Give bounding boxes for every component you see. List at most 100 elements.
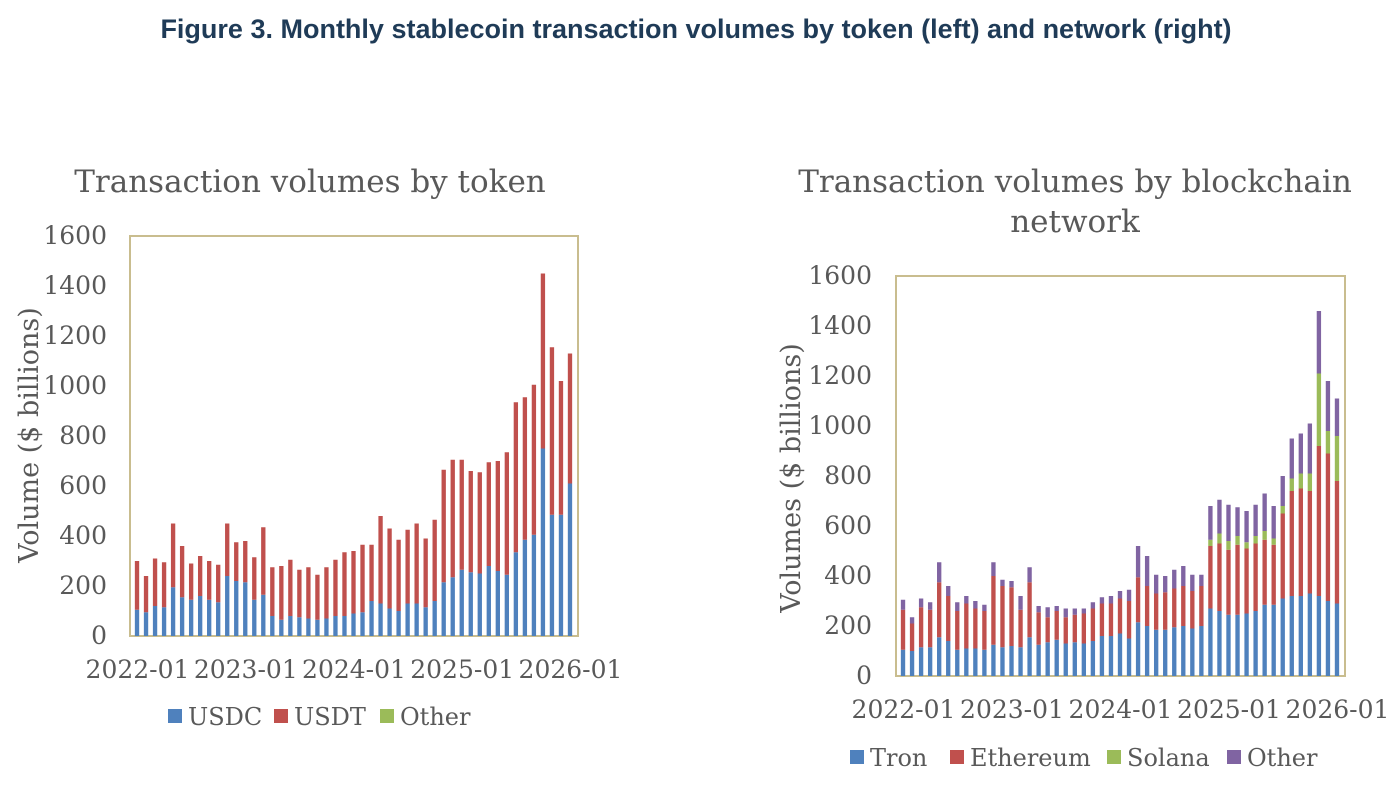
right-y-tick-label: 1200: [808, 361, 872, 390]
right-bar-other-2023-04: [1036, 606, 1041, 613]
left-bar-usdt-2022-05: [170, 523, 176, 588]
right-bars: [900, 311, 1340, 676]
left-bar-usdc-2025-05: [495, 571, 500, 636]
right-legend-label-other: Other: [1247, 744, 1318, 772]
right-bar-tron-2023-06: [1054, 639, 1059, 676]
right-bar-tron-2024-06: [1163, 629, 1168, 676]
left-bar-usdt-2023-01: [243, 541, 248, 583]
left-bar-usdt-2024-12: [450, 459, 455, 578]
left-bar-usdt-2023-09: [315, 574, 320, 620]
left-bar-usdt-2025-08: [522, 397, 528, 540]
right-x-tick-label: 2025-01: [1177, 695, 1281, 724]
right-bar-ethereum-2022-12: [1000, 586, 1005, 648]
right-bar-other-2022-12: [1000, 579, 1005, 586]
left-legend: USDC USDT Other: [168, 703, 471, 731]
right-bar-tron-2023-02: [1018, 647, 1023, 676]
right-bar-solana-2025-09: [1298, 473, 1303, 489]
left-bar-usdc-2023-12: [342, 616, 347, 636]
right-bar-solana-2025-10: [1307, 473, 1313, 491]
left-bar-usdt-2022-11: [225, 523, 230, 576]
right-bar-other-2023-01: [1009, 581, 1014, 588]
right-bar-other-2025-09: [1298, 433, 1303, 474]
left-bar-usdc-2022-04: [161, 607, 167, 636]
left-bar-usdc-2023-07: [297, 617, 302, 636]
right-bar-other-2022-02: [909, 617, 915, 624]
right-bar-ethereum-2023-08: [1072, 614, 1077, 643]
right-bar-solana-2026-01: [1334, 436, 1340, 481]
left-bar-usdc-2022-01: [134, 609, 140, 636]
right-bar-ethereum-2022-11: [991, 576, 996, 645]
left-y-tick-label: 400: [59, 521, 107, 550]
left-bar-usdt-2023-12: [342, 552, 347, 616]
left-bar-usdt-2022-02: [143, 576, 149, 613]
right-bar-other-2023-05: [1045, 607, 1050, 618]
right-bar-other-2022-07: [955, 602, 960, 611]
right-bar-other-2023-12: [1108, 596, 1114, 604]
right-bar-tron-2025-11: [1316, 596, 1322, 676]
right-bar-ethereum-2024-05: [1153, 593, 1159, 630]
left-bar-usdc-2024-05: [387, 608, 392, 636]
right-bar-other-2023-06: [1054, 606, 1059, 611]
right-bar-tron-2025-07: [1280, 598, 1285, 676]
right-bar-ethereum-2025-03: [1244, 548, 1249, 614]
right-bar-tron-2023-12: [1108, 636, 1114, 676]
right-bar-tron-2024-02: [1126, 638, 1132, 676]
right-bar-tron-2024-04: [1144, 626, 1150, 676]
left-bar-usdc-2026-01: [567, 483, 573, 636]
right-bar-tron-2023-05: [1045, 642, 1050, 676]
right-bar-tron-2024-01: [1117, 633, 1123, 676]
left-bar-usdc-2022-03: [152, 606, 158, 636]
right-bar-solana-2024-11: [1208, 539, 1213, 546]
right-bar-tron-2023-11: [1099, 636, 1105, 676]
right-bar-other-2024-02: [1126, 589, 1132, 601]
right-bar-other-2025-03: [1244, 511, 1249, 543]
right-chart-title-line2: network: [1010, 204, 1140, 240]
right-bar-tron-2024-08: [1181, 626, 1186, 676]
right-bar-tron-2022-08: [964, 648, 969, 676]
right-bar-other-2023-08: [1072, 608, 1077, 615]
left-bar-usdt-2026-01: [567, 353, 573, 484]
right-bar-ethereum-2025-05: [1262, 539, 1267, 605]
right-y-tick-label: 0: [856, 661, 872, 690]
right-y-tick-label: 800: [824, 461, 872, 490]
right-bar-other-2024-06: [1163, 576, 1168, 593]
left-bar-usdt-2025-03: [477, 472, 482, 574]
right-bar-ethereum-2022-08: [964, 603, 969, 649]
right-bar-tron-2022-09: [973, 648, 978, 676]
left-bar-usdc-2022-12: [234, 581, 239, 636]
left-bar-usdc-2025-02: [468, 572, 473, 636]
right-bar-solana-2025-11: [1316, 373, 1322, 446]
left-bar-usdc-2024-04: [378, 603, 383, 636]
right-y-axis-label: Volumes ($ billions): [776, 343, 807, 613]
right-bar-other-2023-11: [1099, 597, 1105, 604]
right-y-tick-label: 1000: [808, 411, 872, 440]
right-bar-other-2024-05: [1153, 574, 1159, 594]
left-y-tick-label: 1200: [43, 321, 107, 350]
left-bar-usdc-2025-08: [522, 539, 528, 636]
left-bar-usdc-2024-09: [423, 607, 428, 636]
left-y-tick-label: 0: [91, 621, 107, 650]
right-bar-ethereum-2023-05: [1045, 617, 1050, 643]
left-bar-usdc-2025-11: [549, 514, 555, 636]
left-bar-usdc-2023-03: [261, 594, 266, 636]
left-bar-usdc-2023-04: [270, 616, 275, 636]
right-bar-other-2022-09: [973, 601, 978, 609]
right-bar-tron-2022-01: [900, 649, 906, 676]
left-bar-usdt-2024-02: [360, 544, 365, 613]
right-bar-tron-2024-03: [1135, 622, 1141, 676]
left-bar-usdt-2022-12: [234, 542, 239, 581]
right-bar-ethereum-2022-04: [927, 609, 933, 648]
left-bar-usdc-2024-06: [396, 611, 401, 636]
right-y-tick-label: 600: [824, 511, 872, 540]
right-bar-solana-2025-02: [1235, 536, 1240, 545]
right-y-tick-label: 1600: [808, 261, 872, 290]
right-bar-other-2024-11: [1208, 506, 1213, 540]
left-bar-usdt-2024-09: [423, 538, 428, 608]
right-bar-tron-2023-03: [1027, 637, 1032, 676]
right-bar-other-2025-01: [1226, 504, 1231, 541]
left-bar-usdc-2022-05: [170, 587, 176, 636]
right-bar-other-2025-02: [1235, 507, 1240, 536]
right-bar-tron-2025-12: [1325, 601, 1331, 676]
left-y-tick-label: 200: [59, 571, 107, 600]
right-bar-ethereum-2022-09: [973, 608, 978, 649]
